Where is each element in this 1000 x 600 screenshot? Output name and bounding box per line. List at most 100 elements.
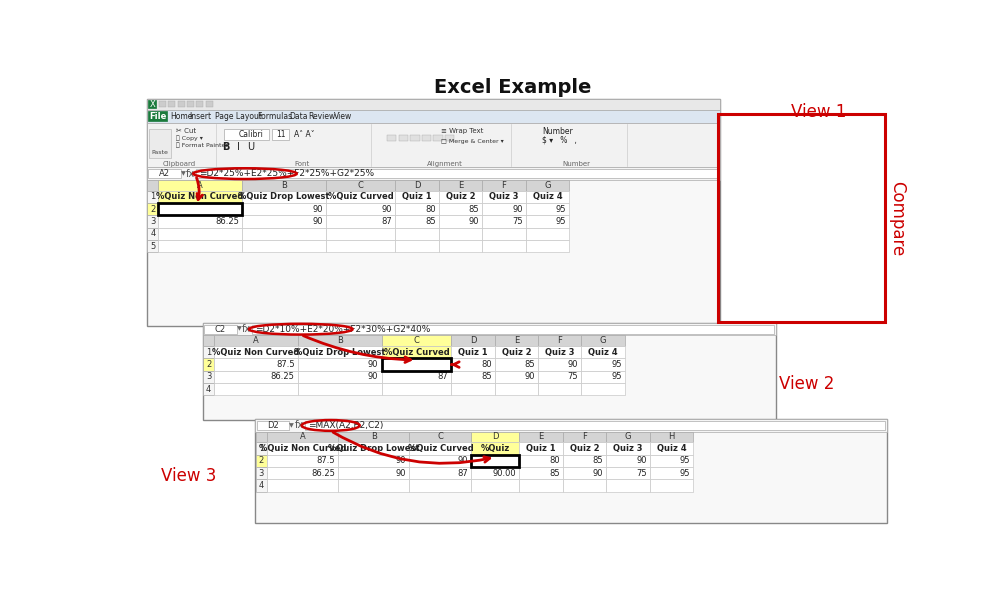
Text: D: D [414,181,420,190]
FancyBboxPatch shape [267,431,338,442]
FancyBboxPatch shape [482,240,526,252]
FancyBboxPatch shape [445,135,454,141]
FancyBboxPatch shape [581,358,625,371]
FancyBboxPatch shape [338,479,409,491]
Text: A2: A2 [159,169,170,178]
Text: ▼: ▼ [289,423,294,428]
FancyBboxPatch shape [338,442,409,455]
FancyBboxPatch shape [482,203,526,215]
FancyBboxPatch shape [326,215,395,227]
FancyBboxPatch shape [395,180,439,191]
FancyBboxPatch shape [471,431,519,442]
FancyBboxPatch shape [298,335,382,346]
FancyBboxPatch shape [439,180,482,191]
Text: 🖌 Format Painter: 🖌 Format Painter [176,142,228,148]
Text: Alignment: Alignment [427,161,463,167]
FancyBboxPatch shape [451,383,495,395]
FancyBboxPatch shape [519,431,563,442]
FancyBboxPatch shape [495,346,538,358]
FancyBboxPatch shape [581,346,625,358]
FancyBboxPatch shape [202,323,776,335]
FancyBboxPatch shape [148,100,156,108]
Text: 87.5: 87.5 [276,360,295,369]
Text: 2: 2 [206,360,211,369]
FancyBboxPatch shape [495,335,538,346]
Text: 87: 87 [458,469,468,478]
Text: Number: Number [542,127,573,136]
FancyBboxPatch shape [158,240,242,252]
Text: C: C [437,433,443,442]
Text: 90: 90 [524,373,535,382]
FancyBboxPatch shape [338,431,409,442]
FancyBboxPatch shape [147,180,158,191]
Text: E: E [458,181,463,190]
FancyBboxPatch shape [242,240,326,252]
Text: 90.00: 90.00 [493,457,516,466]
FancyBboxPatch shape [298,346,382,358]
FancyBboxPatch shape [538,335,581,346]
Text: Paste: Paste [151,149,168,155]
Text: F: F [502,181,506,190]
FancyBboxPatch shape [298,358,382,371]
FancyBboxPatch shape [451,346,495,358]
FancyBboxPatch shape [382,383,451,395]
FancyBboxPatch shape [267,442,338,455]
FancyBboxPatch shape [147,215,158,227]
Text: fx: fx [295,421,304,430]
FancyBboxPatch shape [439,227,482,240]
FancyBboxPatch shape [242,215,326,227]
Text: B: B [281,181,287,190]
Text: %Quiz Non Curved: %Quiz Non Curved [156,192,244,201]
Text: Clipboard: Clipboard [163,161,196,167]
FancyBboxPatch shape [382,335,451,346]
FancyBboxPatch shape [256,442,267,455]
Text: %Quiz Non Curved: %Quiz Non Curved [259,444,346,453]
FancyBboxPatch shape [439,215,482,227]
Text: File: File [149,112,166,121]
Text: 85: 85 [469,205,479,214]
FancyBboxPatch shape [650,479,693,491]
FancyBboxPatch shape [519,455,563,467]
Text: ▼: ▼ [237,326,241,332]
Text: 90: 90 [593,469,603,478]
FancyBboxPatch shape [147,227,158,240]
Text: E: E [539,433,544,442]
FancyBboxPatch shape [439,203,482,215]
FancyBboxPatch shape [519,442,563,455]
FancyBboxPatch shape [439,240,482,252]
Text: D2: D2 [267,421,279,430]
FancyBboxPatch shape [606,479,650,491]
Text: G: G [544,181,551,190]
Text: 3: 3 [150,217,156,226]
FancyBboxPatch shape [214,335,298,346]
Text: D: D [470,336,476,345]
Text: A: A [197,181,203,190]
Text: 90: 90 [396,469,406,478]
FancyBboxPatch shape [409,442,471,455]
Text: 5: 5 [150,242,156,251]
FancyBboxPatch shape [422,135,431,141]
Text: 90: 90 [396,457,406,466]
Text: 90: 90 [368,373,378,382]
Text: 4: 4 [259,481,264,490]
FancyBboxPatch shape [178,101,185,107]
FancyBboxPatch shape [256,455,267,467]
Text: Formulas: Formulas [257,112,292,121]
Text: E: E [514,336,519,345]
Text: 85: 85 [593,457,603,466]
FancyBboxPatch shape [147,99,720,326]
FancyBboxPatch shape [147,167,720,180]
Text: 85: 85 [524,360,535,369]
Text: %Quiz Curved: %Quiz Curved [328,192,393,201]
Text: %Quiz Drop Lowest: %Quiz Drop Lowest [328,444,420,453]
FancyBboxPatch shape [563,479,606,491]
Text: 90: 90 [636,457,647,466]
Text: %Quiz Curved: %Quiz Curved [384,348,449,357]
Text: 90: 90 [458,457,468,466]
FancyBboxPatch shape [272,129,289,140]
FancyBboxPatch shape [159,101,166,107]
Text: 4: 4 [150,229,156,238]
Text: Excel Example: Excel Example [434,78,591,97]
FancyBboxPatch shape [395,227,439,240]
FancyBboxPatch shape [147,123,720,167]
